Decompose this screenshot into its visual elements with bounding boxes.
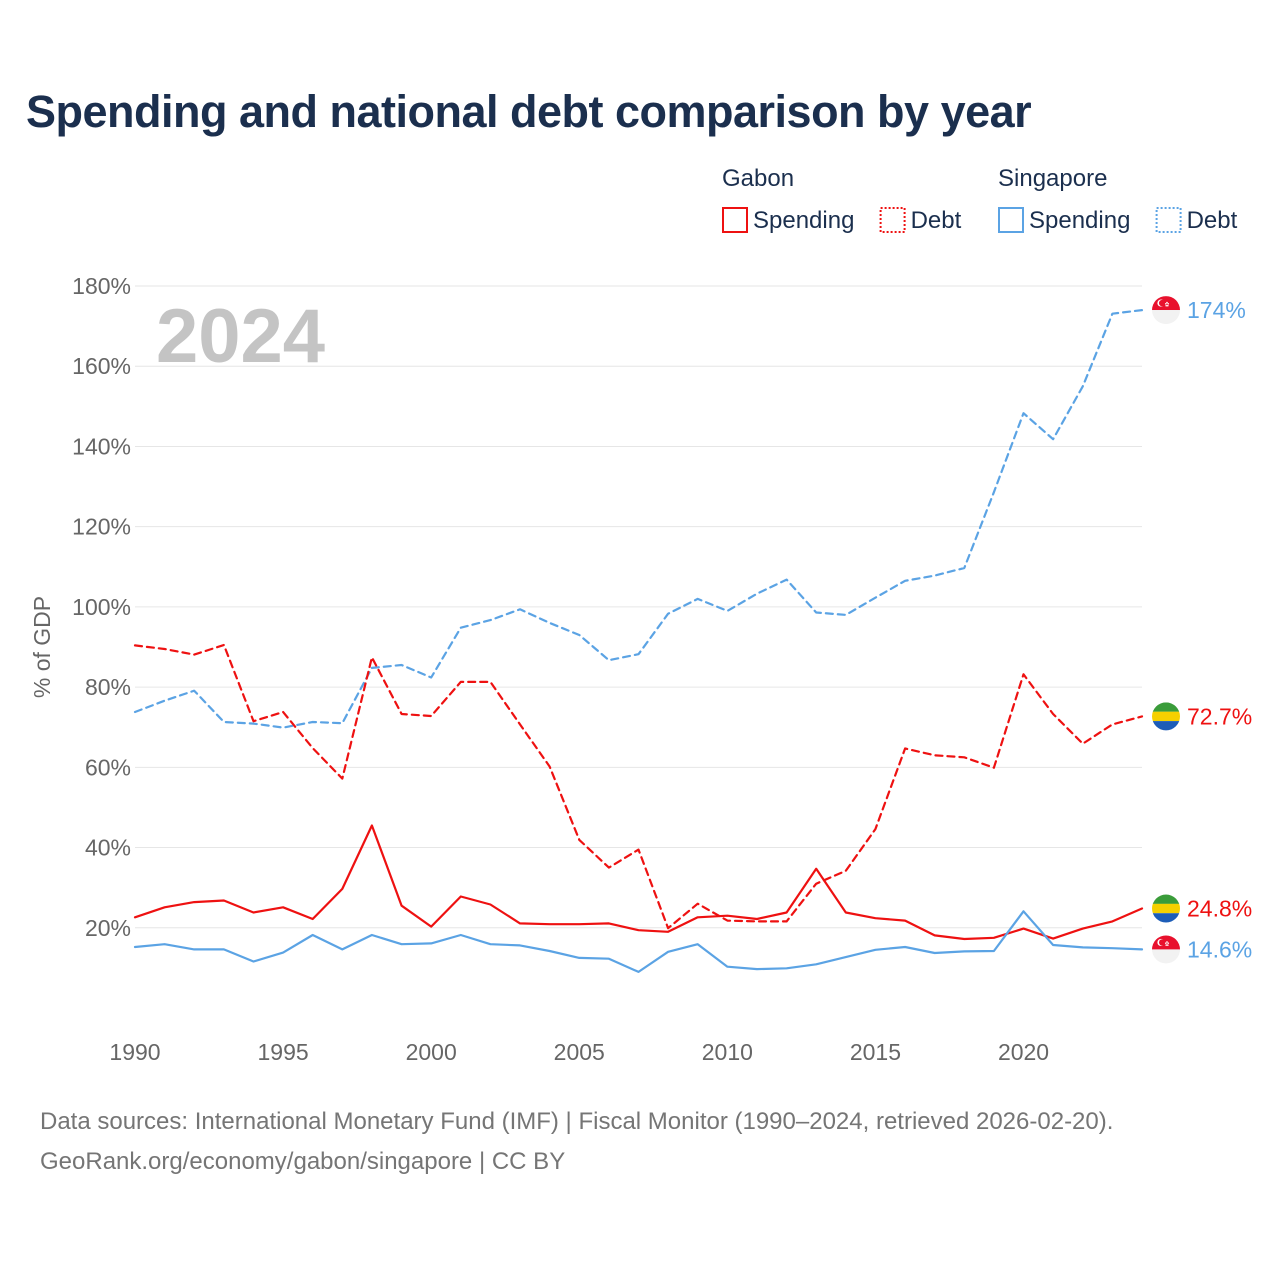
singapore-flag-icon xyxy=(1152,296,1180,325)
line-chart: Gabon Spending Debt Singapore Spending Debt 2… xyxy=(29,165,1252,1065)
gabon-flag-icon xyxy=(1152,894,1180,923)
legend-label-singapore-debt[interactable]: Debt xyxy=(1187,207,1238,234)
legend-label-gabon-debt[interactable]: Debt xyxy=(911,207,962,234)
grid xyxy=(135,285,1142,929)
legend-swatch-singapore-spending[interactable] xyxy=(998,207,1024,233)
legend: Gabon Spending Debt Singapore Spending Debt xyxy=(722,165,1238,234)
y-tick-label: 80% xyxy=(85,674,131,700)
x-tick-label: 2020 xyxy=(998,1039,1049,1065)
y-tick-label: 120% xyxy=(72,514,131,540)
x-tick-label: 2005 xyxy=(554,1039,605,1065)
y-tick-label: 140% xyxy=(72,433,131,459)
gabon-flag-icon xyxy=(1152,702,1180,731)
series-line-singapore-spending[interactable] xyxy=(133,910,1144,974)
end-label-singapore-debt: 174% xyxy=(1187,297,1246,323)
data-source-note: Data sources: International Monetary Fun… xyxy=(40,1108,1114,1135)
legend-label-singapore-spending[interactable]: Spending xyxy=(1029,207,1130,234)
legend-title-gabon: Gabon xyxy=(722,165,794,192)
end-label-gabon-spending: 24.8% xyxy=(1187,896,1252,922)
series-layer xyxy=(133,309,1144,974)
singapore-flag-icon xyxy=(1152,935,1180,964)
series-line-singapore-debt[interactable] xyxy=(133,309,1144,729)
y-tick-label: 180% xyxy=(72,273,131,299)
x-tick-label: 1990 xyxy=(109,1039,160,1065)
y-tick-label: 60% xyxy=(85,754,131,780)
axes: 20% 40% 60% 80% 100% 120% 140% 160% 180% 1990 1995… xyxy=(29,273,1049,1065)
y-tick-label: 100% xyxy=(72,594,131,620)
y-tick-label: 160% xyxy=(72,353,131,379)
legend-swatch-gabon-debt[interactable] xyxy=(879,207,906,233)
legend-swatch-singapore-debt[interactable] xyxy=(1155,207,1182,233)
x-tick-label: 2000 xyxy=(406,1039,457,1065)
chart-title: Spending and national debt comparison by… xyxy=(26,86,1032,137)
end-label-gabon-debt: 72.7% xyxy=(1187,703,1252,729)
legend-title-singapore: Singapore xyxy=(998,165,1107,192)
legend-swatch-gabon-spending[interactable] xyxy=(722,207,748,233)
x-tick-label: 1995 xyxy=(258,1039,309,1065)
y-axis-title: % of GDP xyxy=(29,596,55,698)
y-tick-label: 20% xyxy=(85,915,131,941)
license-note: GeoRank.org/economy/gabon/singapore | CC… xyxy=(40,1148,566,1175)
year-watermark-layer: 2024 xyxy=(156,294,325,379)
year-watermark: 2024 xyxy=(156,294,325,379)
y-tick-label: 40% xyxy=(85,835,131,861)
x-tick-label: 2015 xyxy=(850,1039,901,1065)
x-tick-label: 2010 xyxy=(702,1039,753,1065)
series-line-gabon-debt[interactable] xyxy=(133,643,1144,930)
legend-label-gabon-spending[interactable]: Spending xyxy=(753,207,854,234)
series-line-gabon-spending[interactable] xyxy=(133,824,1144,941)
end-markers: 174% 72.7% 24.8% 14.6% xyxy=(1152,296,1252,964)
end-label-singapore-spending: 14.6% xyxy=(1187,936,1252,962)
